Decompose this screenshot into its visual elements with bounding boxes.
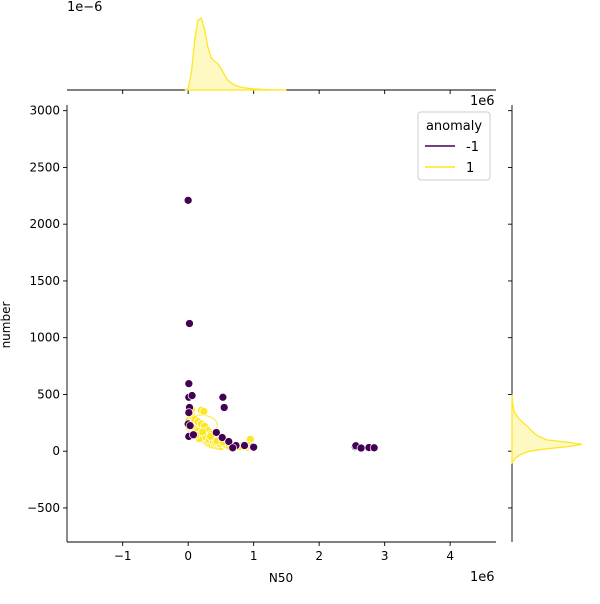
x-axis-scale-label: 1e6 (470, 570, 495, 585)
x-tick-label: 0 (184, 549, 192, 563)
main-scatter-plot: −1 0 1 2 3 4 −500 0 500 1000 1500 2000 2500 3000 (27, 104, 496, 563)
y-tick-label: −500 (27, 501, 60, 515)
legend: anomaly -1 1 (417, 111, 491, 181)
top-density-curve (184, 16, 287, 91)
y-tick-label: 2000 (29, 217, 60, 231)
legend-title: anomaly (426, 119, 482, 134)
normal-point (206, 432, 215, 441)
anomaly-point (219, 403, 229, 412)
anomaly-point (185, 319, 194, 328)
anomaly-point (187, 391, 197, 400)
x-tick-label: 3 (381, 549, 389, 563)
x-tick-label: 2 (315, 549, 323, 563)
anomaly-point (184, 379, 194, 389)
anomaly-point (189, 430, 198, 440)
x-axis-label: N50 (269, 571, 293, 585)
x-tick-label: 1 (250, 549, 258, 563)
anomaly-point (249, 442, 259, 452)
legend-label-neg: -1 (466, 140, 479, 155)
legend-label-pos: 1 (466, 161, 474, 176)
y-tick-label: 3000 (29, 104, 60, 118)
anomaly-point (211, 428, 221, 437)
anomaly-point (356, 443, 366, 453)
y-tick-label: 1500 (29, 274, 60, 288)
right-marginal-scale-label: 1e6 (470, 94, 495, 109)
anomaly-point (228, 443, 238, 453)
top-marginal-scale-label: 1e−6 (67, 0, 102, 15)
right-marginal-density (508, 105, 583, 542)
anomaly-point (217, 433, 227, 442)
y-tick-label: 2500 (29, 160, 60, 174)
anomaly-point (218, 392, 228, 402)
anomaly-point (183, 195, 193, 205)
y-tick-label: 500 (37, 387, 60, 401)
x-tick-label: −1 (114, 549, 132, 563)
anomaly-point (224, 437, 234, 446)
right-density-curve (511, 394, 583, 465)
normal-point (198, 427, 207, 437)
anomaly-point (185, 421, 195, 431)
normal-point (199, 407, 209, 416)
x-tick-label: 4 (446, 549, 454, 563)
y-tick-label: 1000 (29, 331, 60, 345)
anomaly-point (240, 441, 249, 450)
anomaly-point (184, 408, 194, 417)
y-tick-label: 0 (52, 444, 60, 458)
y-axis-label: number (0, 302, 13, 349)
top-marginal-density (67, 16, 496, 94)
anomaly-point (369, 443, 379, 453)
